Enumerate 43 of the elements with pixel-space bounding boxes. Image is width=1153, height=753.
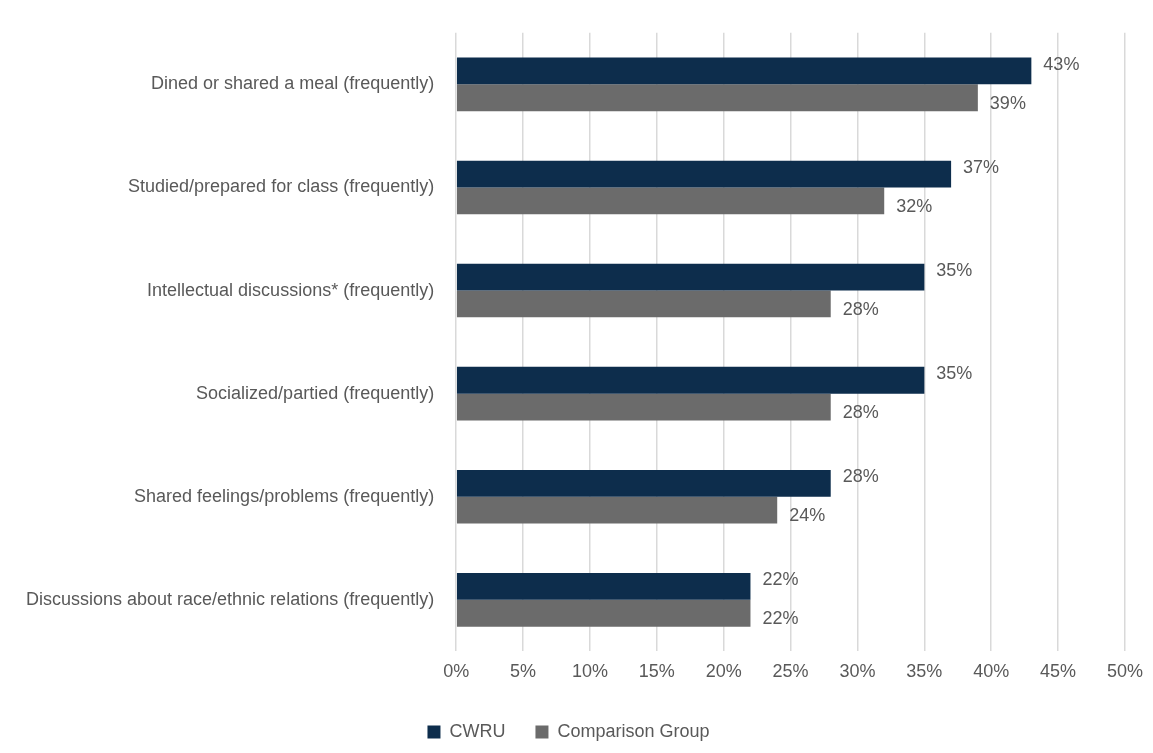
legend-label: Comparison Group	[557, 720, 710, 741]
bar	[456, 599, 751, 627]
y-tick-label: Discussions about race/ethnic relations (frequently)	[26, 588, 435, 609]
x-tick-label: 50%	[1106, 661, 1143, 682]
x-tick-label: 10%	[571, 661, 608, 682]
y-tick-label: Shared feelings/problems (frequently)	[134, 485, 435, 506]
y-tick-label: Intellectual discussions* (frequently)	[147, 279, 435, 300]
x-tick-label: 0%	[443, 661, 470, 682]
x-tick-label: 20%	[705, 661, 742, 682]
x-tick-label: 40%	[973, 661, 1010, 682]
data-label: 22%	[762, 608, 799, 629]
bar	[456, 57, 1032, 85]
bar	[456, 160, 952, 188]
x-tick-label: 35%	[906, 661, 943, 682]
data-label: 43%	[1043, 53, 1080, 74]
data-label: 28%	[842, 402, 879, 423]
bar	[456, 573, 751, 600]
data-label: 24%	[789, 505, 826, 526]
y-tick-label: Studied/prepared for class (frequently)	[128, 176, 435, 197]
data-label: 32%	[896, 195, 933, 216]
bar	[456, 469, 831, 497]
bar	[456, 393, 831, 421]
x-tick-label: 25%	[772, 661, 809, 682]
x-tick-label: 15%	[638, 661, 675, 682]
data-label: 35%	[936, 260, 973, 281]
data-label: 37%	[963, 157, 1000, 178]
bar	[456, 496, 778, 524]
x-tick-label: 5%	[510, 661, 537, 682]
y-tick-label: Socialized/partied (frequently)	[196, 382, 435, 403]
data-label: 22%	[762, 569, 799, 590]
x-tick-label: 45%	[1040, 661, 1077, 682]
bar	[456, 263, 925, 291]
data-label: 35%	[936, 363, 973, 384]
bar	[456, 290, 831, 318]
y-tick-label: Dined or shared a meal (frequently)	[151, 73, 435, 94]
bar	[456, 187, 885, 215]
x-tick-label: 30%	[839, 661, 876, 682]
bar	[456, 84, 978, 112]
data-label: 39%	[989, 92, 1026, 113]
bar	[456, 366, 925, 394]
legend-label: CWRU	[449, 720, 506, 741]
data-label: 28%	[842, 466, 879, 487]
data-label: 28%	[842, 298, 879, 319]
